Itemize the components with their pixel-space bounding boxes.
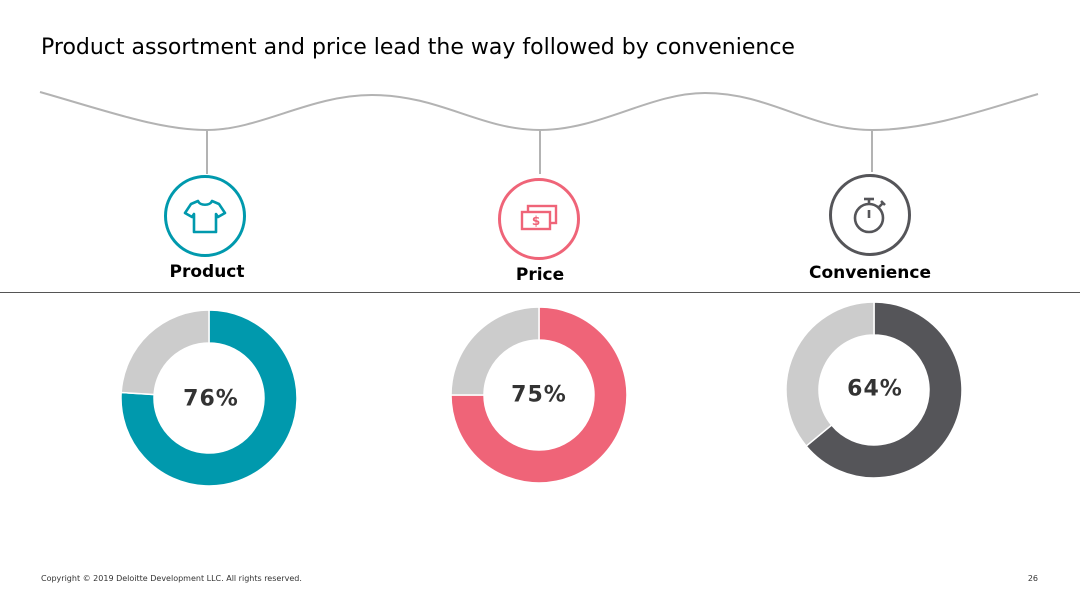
stem-convenience [871, 130, 873, 172]
donut-segment-convenience-value [805, 301, 963, 479]
donut-segment-price-value [450, 306, 628, 484]
copyright-footer: Copyright © 2019 Deloitte Development LL… [41, 574, 302, 583]
donut-value-label-price: 75% [511, 382, 567, 408]
money-icon: $ [520, 204, 558, 231]
price-icon-circle: $ [498, 178, 580, 260]
donut-chart-price [450, 306, 628, 484]
donut-chart-product [120, 309, 298, 487]
slide-title: Product assortment and price lead the wa… [41, 35, 795, 60]
donut-value-label-convenience: 64% [847, 376, 903, 402]
donut-segment-product-remainder [120, 309, 210, 396]
donut-segment-product-value [120, 309, 298, 487]
page-number: 26 [1027, 574, 1038, 583]
convenience-icon-circle [829, 174, 911, 256]
tshirt-icon [183, 199, 227, 234]
donut-chart-convenience [785, 301, 963, 479]
stem-price [539, 130, 541, 174]
category-label-product: Product [169, 262, 245, 282]
donut-segment-convenience-remainder [785, 301, 875, 448]
category-label-price: Price [515, 265, 565, 285]
donut-value-label-product: 76% [183, 386, 239, 412]
category-label-convenience: Convenience [808, 263, 932, 283]
donut-segment-price-remainder [450, 306, 540, 396]
divider-line [0, 292, 1080, 293]
stem-product [206, 130, 208, 174]
product-icon-circle [164, 175, 246, 257]
svg-text:$: $ [532, 214, 540, 228]
stopwatch-icon [853, 197, 886, 234]
